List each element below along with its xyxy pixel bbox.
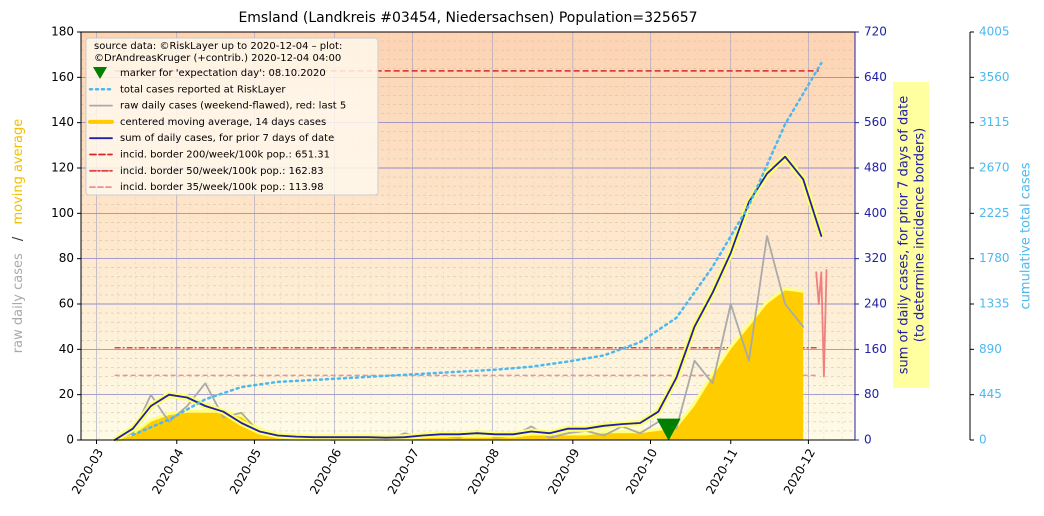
y-tick-label: 120 <box>51 161 74 175</box>
y3-tick-label: 2225 <box>979 206 1010 220</box>
y2-label: (to determine incidence borders) <box>913 128 928 343</box>
legend-marker <box>93 67 107 79</box>
y2-tick-label: 400 <box>864 206 887 220</box>
y-tick-label: 60 <box>59 297 74 311</box>
y-label-part: moving average <box>11 119 26 225</box>
legend-title: ©DrAndreasKruger (+contrib.) 2020-12-04 … <box>94 53 341 64</box>
y2-tick-label: 640 <box>864 70 887 84</box>
y3-tick-label: 2670 <box>979 161 1010 175</box>
y-tick-label: 20 <box>59 387 74 401</box>
y2-tick-label: 240 <box>864 297 887 311</box>
y-label: raw daily cases / moving average <box>11 119 26 353</box>
y2-tick-label: 560 <box>864 115 887 129</box>
y3-tick-label: 3115 <box>979 115 1010 129</box>
x-tick-label: 2020-08 <box>465 446 502 496</box>
area <box>114 290 804 440</box>
x-tick-label: 2020-03 <box>69 446 106 496</box>
x-tick-label: 2020-05 <box>227 446 264 496</box>
x-tick-label: 2020-12 <box>781 446 818 496</box>
y2-tick-label: 480 <box>864 161 887 175</box>
y3-tick-label: 445 <box>979 387 1002 401</box>
y-label-part: / <box>11 236 26 241</box>
legend-label: raw daily cases (weekend-flawed), red: l… <box>120 101 346 112</box>
legend-title: source data: ©RiskLayer up to 2020-12-04… <box>94 41 342 52</box>
legend-label: centered moving average, 14 days cases <box>120 117 326 128</box>
line <box>131 61 823 437</box>
y-tick-label: 100 <box>51 206 74 220</box>
line <box>815 269 828 378</box>
legend-label: incid. border 50/week/100k pop.: 162.83 <box>120 166 324 177</box>
legend: source data: ©RiskLayer up to 2020-12-04… <box>85 37 379 196</box>
x-tick-label: 2020-04 <box>149 446 186 496</box>
y3-tick-label: 0 <box>979 433 987 447</box>
y-tick-label: 180 <box>51 25 74 39</box>
x-tick-label: 2020-11 <box>703 446 740 496</box>
legend-label: total cases reported at RiskLayer <box>120 84 286 95</box>
y2-tick-label: 160 <box>864 342 887 356</box>
y3-tick-label: 3560 <box>979 70 1010 84</box>
y2-tick-label: 320 <box>864 251 887 265</box>
legend-label: incid. border 200/week/100k pop.: 651.31 <box>120 150 330 161</box>
y-tick-label: 160 <box>51 70 74 84</box>
y3-tick-label: 890 <box>979 342 1002 356</box>
x-tick-label: 2020-06 <box>307 446 344 496</box>
legend-label: sum of daily cases, for prior 7 days of … <box>120 133 334 144</box>
y2-label-box <box>893 82 929 388</box>
x-tick-label: 2020-07 <box>385 446 422 496</box>
y-tick-label: 80 <box>59 251 74 265</box>
y3-label: cumulative total cases <box>1019 162 1034 309</box>
y2-tick-label: 720 <box>864 25 887 39</box>
expectation-marker <box>656 418 681 441</box>
y3-tick-label: 1780 <box>979 251 1010 265</box>
x-tick-label: 2020-10 <box>623 446 660 496</box>
y-label-part: raw daily cases <box>11 253 26 353</box>
y2-label: sum of daily cases, for prior 7 days of … <box>897 96 912 375</box>
legend-box <box>85 37 379 196</box>
legend-label: incid. border 35/week/100k pop.: 113.98 <box>120 182 324 193</box>
y-tick-label: 40 <box>59 342 74 356</box>
y2-tick-label: 0 <box>864 433 872 447</box>
y-tick-label: 140 <box>51 115 74 129</box>
legend-label: marker for 'expectation day': 08.10.2020 <box>120 68 326 79</box>
y2-tick-label: 80 <box>864 387 879 401</box>
y3-tick-label: 4005 <box>979 25 1010 39</box>
y3-tick-label: 1335 <box>979 297 1010 311</box>
line <box>113 155 823 441</box>
y-tick-label: 0 <box>66 433 74 447</box>
chart-title: Emsland (Landkreis #03454, Niedersachsen… <box>238 10 697 26</box>
x-tick-label: 2020-09 <box>545 446 582 496</box>
